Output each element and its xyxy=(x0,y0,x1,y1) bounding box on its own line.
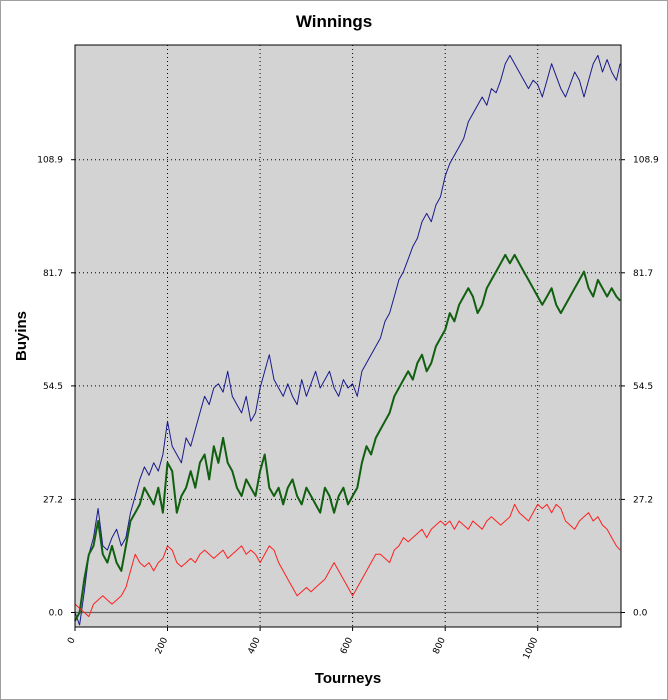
x-tick-label: 400 xyxy=(246,636,262,656)
x-tick-label: 0 xyxy=(66,636,78,646)
x-tick-label: 1000 xyxy=(522,636,541,661)
gridlines xyxy=(75,45,621,627)
series-line-2 xyxy=(74,253,621,622)
y-tick-label-right: 0.0 xyxy=(633,609,648,619)
y-tick-label: 81.7 xyxy=(43,269,63,279)
y-axis-title: Buyins xyxy=(13,311,30,361)
series-line-3 xyxy=(74,503,621,618)
y-tick-label-right: 81.7 xyxy=(633,269,653,279)
axis-ticks: 0.0 0.0 27.2 27.2 54.5 54.5 81.7 81.7 108.9 108.9… xyxy=(37,156,659,661)
chart-title: Winnings xyxy=(296,12,372,31)
y-tick-label-right: 54.5 xyxy=(633,382,653,392)
x-axis-title: Tourneys xyxy=(315,670,381,687)
y-tick-label-right: 27.2 xyxy=(633,495,653,505)
x-tick-label: 800 xyxy=(432,636,448,656)
series-line-1 xyxy=(74,54,621,626)
y-tick-label: 54.5 xyxy=(43,382,63,392)
y-tick-label: 108.9 xyxy=(37,156,63,166)
series-layer xyxy=(74,54,621,626)
y-tick-label-right: 108.9 xyxy=(633,156,659,166)
x-tick-label: 200 xyxy=(154,636,170,656)
y-tick-label: 27.2 xyxy=(43,495,63,505)
x-tick-label: 600 xyxy=(339,636,355,656)
y-tick-label: 0.0 xyxy=(49,609,64,619)
plot-border xyxy=(74,44,622,628)
plot-area xyxy=(75,45,621,627)
